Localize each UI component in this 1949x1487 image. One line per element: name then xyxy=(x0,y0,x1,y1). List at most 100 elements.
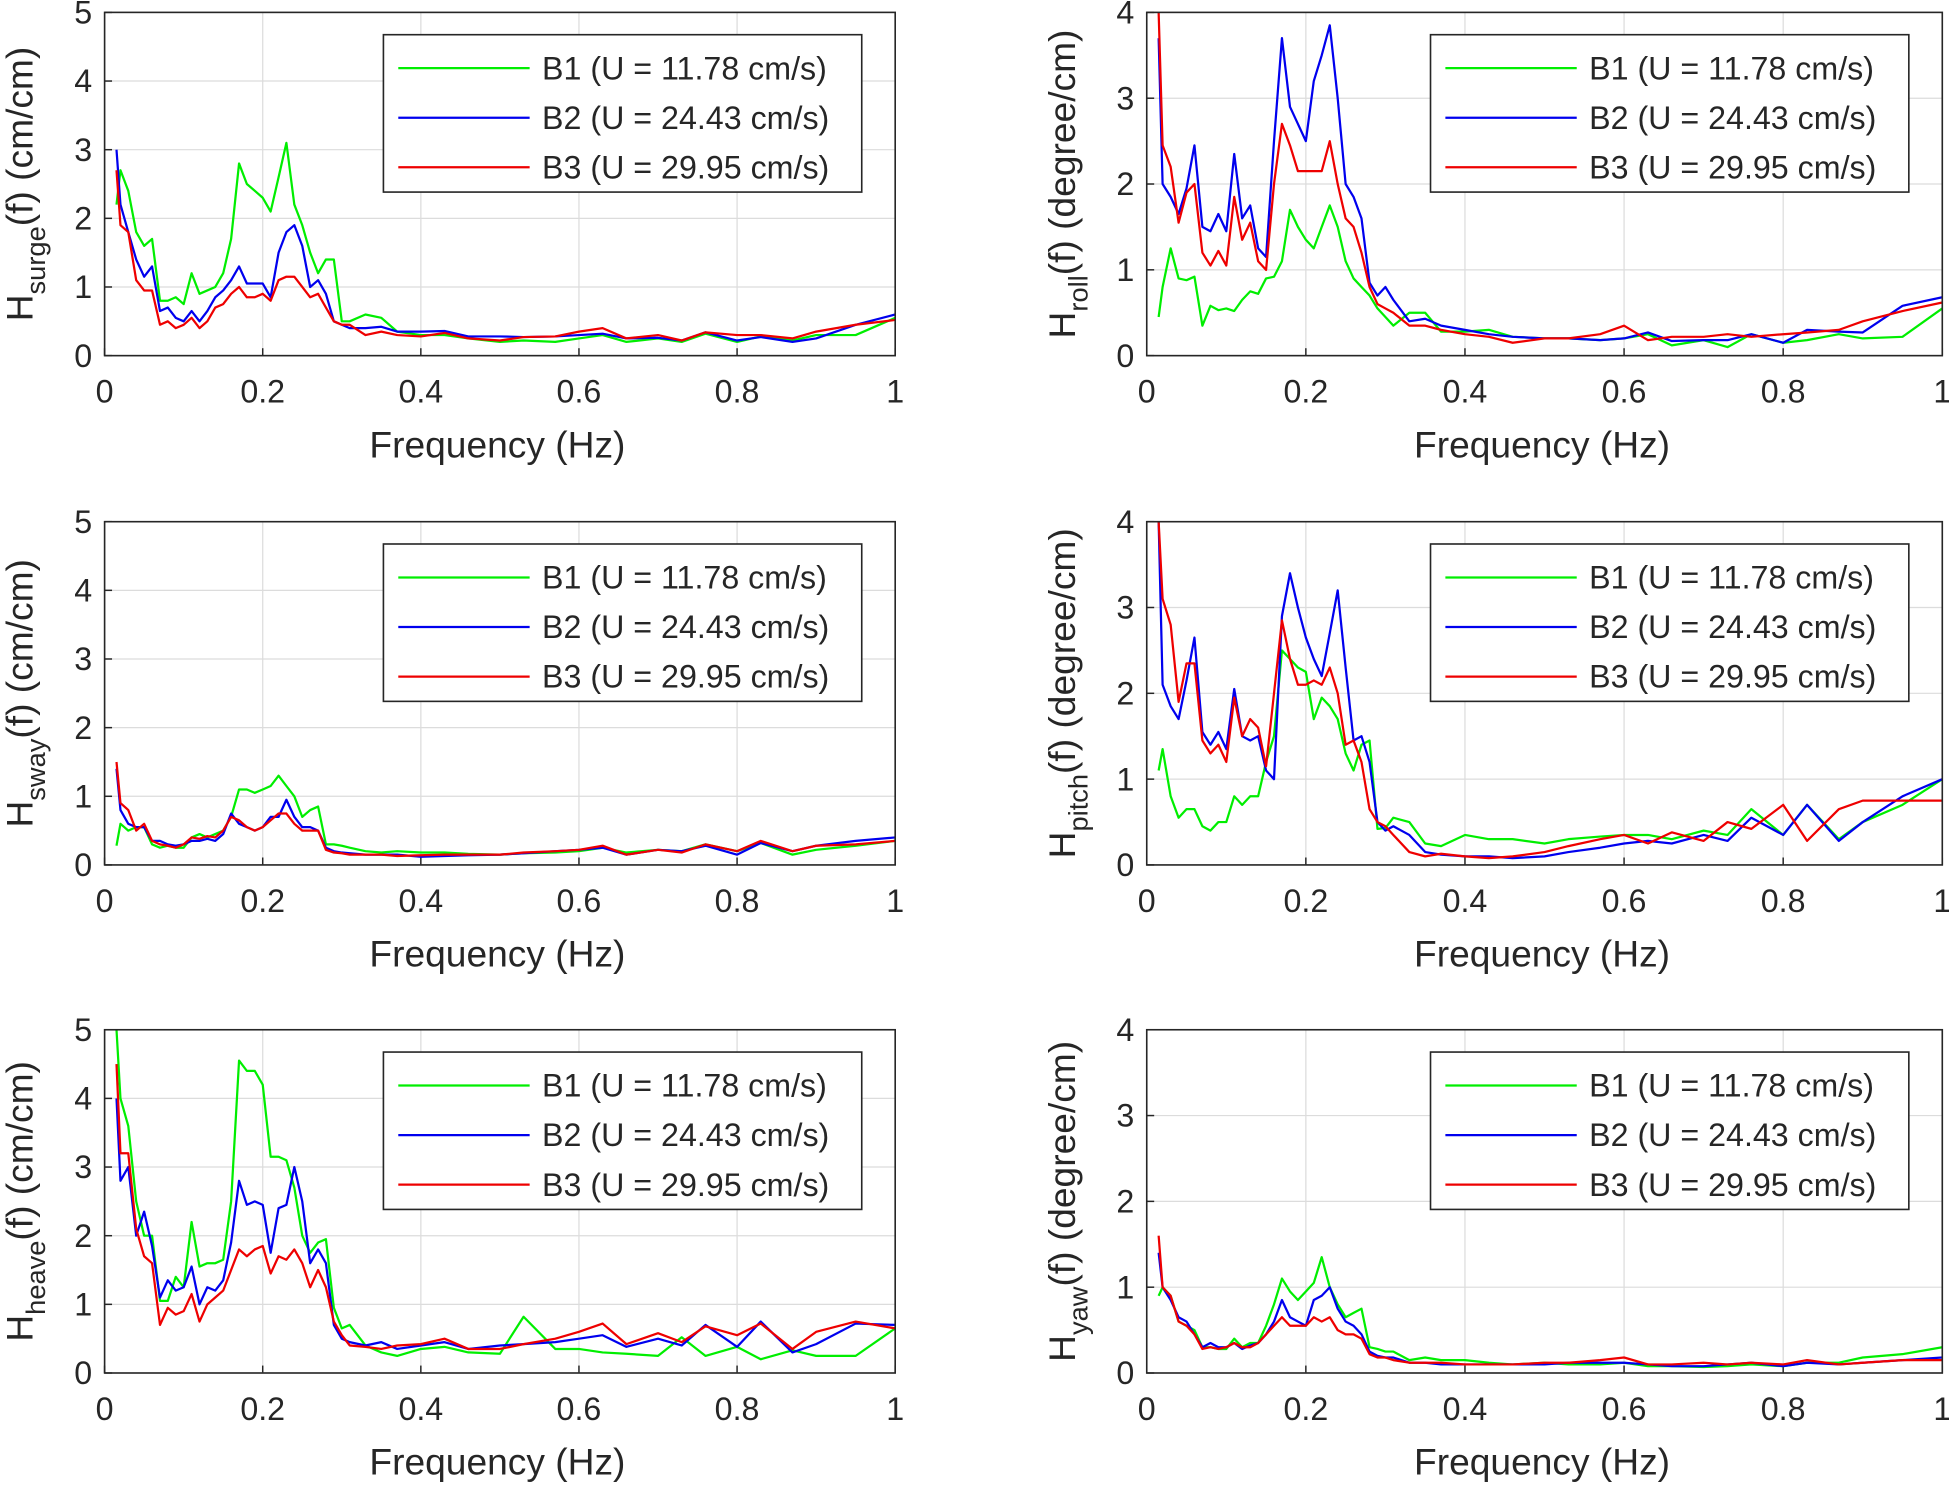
legend-box xyxy=(1429,543,1910,703)
legend: B1 (U = 11.78 cm/s) B2 (U = 24.43 cm/s) B3… xyxy=(1429,33,1910,193)
y-tick-label: 0 xyxy=(1116,1355,1134,1391)
x-tick-label: 0 xyxy=(96,1391,114,1427)
series-line-b2 xyxy=(1157,24,1943,344)
x-tick-label: 0.8 xyxy=(715,1391,760,1427)
y-tick-label: 3 xyxy=(1116,590,1134,626)
y-tick-label: 1 xyxy=(1116,761,1134,797)
y-axis-label: Hpitch(f) (degree/cm) xyxy=(1041,528,1093,858)
x-axis-label: Frequency (Hz) xyxy=(369,423,625,465)
axes-box xyxy=(1145,520,1944,866)
y-tick-label: 1 xyxy=(74,1286,92,1322)
series-line-b3 xyxy=(1157,521,1943,860)
y-tick-label: 1 xyxy=(1116,1269,1134,1305)
y-tick-label: 4 xyxy=(1116,1012,1134,1048)
y-tick-label: 5 xyxy=(74,0,92,31)
x-tick-label: 0.4 xyxy=(1443,1391,1488,1427)
legend-box xyxy=(382,1051,863,1211)
legend-label-b3: B3 (U = 29.95 cm/s) xyxy=(1589,149,1876,185)
legend-label-b3: B3 (U = 29.95 cm/s) xyxy=(542,1167,829,1203)
series-line-b1 xyxy=(115,1029,896,1361)
subplot-roll: 0 0.2 0.4 0.6 0.8 1 0 1 2 3 4 Frequency (Hz) Hroll(f… xyxy=(1041,0,1949,465)
x-tick-label: 0.6 xyxy=(1602,374,1647,410)
x-tick-label: 0.2 xyxy=(240,883,285,919)
x-tick-label: 0 xyxy=(1138,883,1156,919)
x-tick-label: 0 xyxy=(1138,1391,1156,1427)
y-tick-label: 3 xyxy=(1116,1098,1134,1134)
y-tick-label: 4 xyxy=(74,63,92,99)
axes-box xyxy=(1145,11,1944,357)
x-tick-label: 0.6 xyxy=(557,1391,602,1427)
legend-box xyxy=(1429,1051,1910,1211)
y-tick-label: 0 xyxy=(74,1355,92,1391)
y-tick-label: 4 xyxy=(74,1081,92,1117)
x-axis-label: Frequency (Hz) xyxy=(1414,933,1670,975)
x-tick-label: 1 xyxy=(886,1391,904,1427)
x-axis-label: Frequency (Hz) xyxy=(369,1441,625,1483)
y-tick-label: 4 xyxy=(74,572,92,608)
series-line-b3 xyxy=(115,1064,896,1351)
x-tick-label: 0 xyxy=(96,883,114,919)
y-tick-label: 2 xyxy=(1116,675,1134,711)
legend-label-b3: B3 (U = 29.95 cm/s) xyxy=(1589,659,1876,695)
y-tick-label: 5 xyxy=(74,504,92,540)
y-tick-label: 4 xyxy=(1116,0,1134,31)
y-tick-label: 2 xyxy=(74,200,92,236)
legend-label-b1: B1 (U = 11.78 cm/s) xyxy=(1589,560,1874,596)
x-tick-label: 0.8 xyxy=(715,883,760,919)
series-line-b3 xyxy=(115,761,896,858)
y-axis-label: Hsurge(f) (cm/cm) xyxy=(0,47,51,322)
y-tick-label: 2 xyxy=(74,710,92,746)
subplot-sway: 0 0.2 0.4 0.6 0.8 1 0 1 2 3 4 5 Frequency (Hz) Hsway(… xyxy=(0,504,904,975)
y-tick-label: 0 xyxy=(74,847,92,883)
y-tick-label: 3 xyxy=(1116,80,1134,116)
x-tick-label: 1 xyxy=(886,883,904,919)
legend: B1 (U = 11.78 cm/s) B2 (U = 24.43 cm/s) B3… xyxy=(1429,1051,1910,1211)
x-tick-label: 0.4 xyxy=(398,883,443,919)
series-line-b3 xyxy=(115,170,896,342)
x-tick-label: 0 xyxy=(1138,374,1156,410)
x-tick-label: 1 xyxy=(1933,1391,1949,1427)
series-line-b1 xyxy=(1157,204,1943,349)
legend: B1 (U = 11.78 cm/s) B2 (U = 24.43 cm/s) B3… xyxy=(382,33,863,193)
y-tick-label: 3 xyxy=(74,641,92,677)
legend: B1 (U = 11.78 cm/s) B2 (U = 24.43 cm/s) B3… xyxy=(1429,543,1910,703)
x-axis-label: Frequency (Hz) xyxy=(369,933,625,975)
legend-label-b1: B1 (U = 11.78 cm/s) xyxy=(542,50,827,86)
legend-box xyxy=(382,543,863,703)
subplot-heave: 0 0.2 0.4 0.6 0.8 1 0 1 2 3 4 5 Frequency (Hz) Hheave… xyxy=(0,1012,904,1483)
legend-label-b1: B1 (U = 11.78 cm/s) xyxy=(542,1068,827,1104)
x-axis-label: Frequency (Hz) xyxy=(1414,1441,1670,1483)
y-axis-label: Hsway(f) (cm/cm) xyxy=(0,559,51,827)
x-tick-label: 0.8 xyxy=(1761,883,1806,919)
x-tick-label: 0.8 xyxy=(715,374,760,410)
legend-label-b1: B1 (U = 11.78 cm/s) xyxy=(542,560,827,596)
x-tick-label: 0.4 xyxy=(398,1391,443,1427)
x-tick-label: 0.2 xyxy=(240,1391,285,1427)
legend-label-b3: B3 (U = 29.95 cm/s) xyxy=(542,149,829,185)
legend: B1 (U = 11.78 cm/s) B2 (U = 24.43 cm/s) B3… xyxy=(382,543,863,703)
x-tick-label: 1 xyxy=(1933,374,1949,410)
series-line-b2 xyxy=(1157,521,1943,860)
y-tick-label: 2 xyxy=(1116,1184,1134,1220)
x-tick-label: 0.2 xyxy=(240,374,285,410)
y-tick-label: 4 xyxy=(1116,504,1134,540)
subplot-yaw: 0 0.2 0.4 0.6 0.8 1 0 1 2 3 4 Frequency (Hz) Hyaw(f)… xyxy=(1041,1012,1949,1483)
axes-box xyxy=(103,11,896,357)
y-tick-label: 1 xyxy=(1116,252,1134,288)
series-line-b3 xyxy=(1157,12,1943,344)
x-tick-label: 1 xyxy=(1933,883,1949,919)
y-axis-label: Hheave(f) (cm/cm) xyxy=(0,1061,51,1342)
y-axis-label: Hroll(f) (degree/cm) xyxy=(1041,30,1093,339)
legend-label-b3: B3 (U = 29.95 cm/s) xyxy=(1589,1167,1876,1203)
series-line-b2 xyxy=(115,1098,896,1354)
x-tick-label: 0.6 xyxy=(1602,883,1647,919)
y-axis-label: Hyaw(f) (degree/cm) xyxy=(1041,1041,1093,1362)
x-tick-label: 0 xyxy=(96,374,114,410)
y-tick-label: 1 xyxy=(74,269,92,305)
y-tick-label: 0 xyxy=(1116,847,1134,883)
x-tick-label: 0.2 xyxy=(1283,374,1328,410)
x-tick-label: 0.8 xyxy=(1761,374,1806,410)
y-tick-label: 2 xyxy=(74,1218,92,1254)
x-tick-label: 1 xyxy=(886,374,904,410)
legend-box xyxy=(382,33,863,193)
